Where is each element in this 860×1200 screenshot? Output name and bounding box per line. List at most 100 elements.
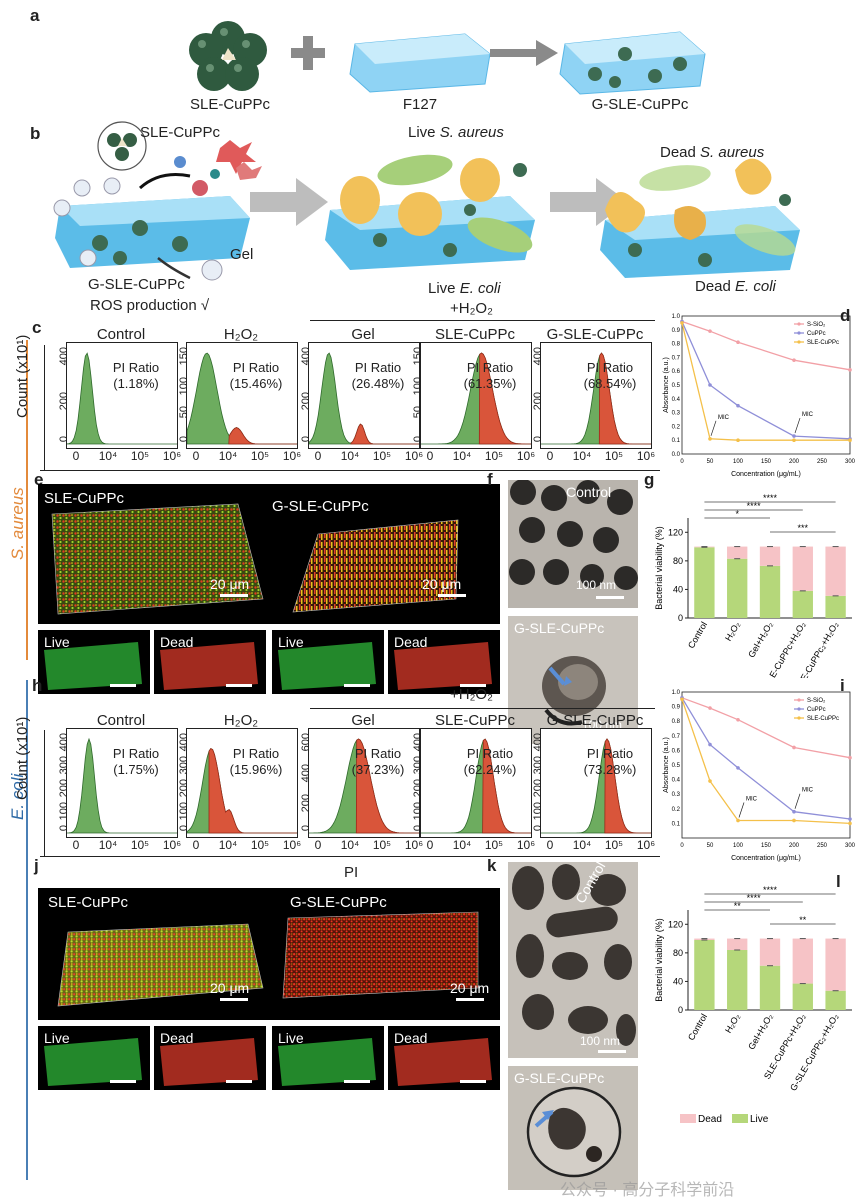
mic-label: MIC [746, 796, 758, 802]
category-label: Gel+H₂O₂ [746, 1012, 775, 1052]
mic-label: MIC [802, 788, 814, 794]
significance-stars: **** [763, 493, 778, 503]
legend-label: Live [750, 1114, 769, 1125]
y-tick-label: 150 [412, 347, 424, 366]
x-tick-label: 300 [845, 843, 856, 849]
thumbnail-label: Dead [394, 1030, 428, 1046]
data-point [680, 697, 684, 702]
thumbnail-signal [394, 642, 492, 690]
panel-letter-k: k [487, 856, 497, 875]
histogram-dead-area [208, 747, 297, 834]
bar-live [694, 547, 715, 618]
y-tick-label: 0.4 [672, 778, 681, 784]
y-tick-label: 400 [300, 763, 312, 783]
data-point [736, 766, 740, 770]
significance-stars: *** [798, 523, 809, 533]
big-arrow-icon-1 [250, 178, 328, 226]
thumbnail-svg [160, 1038, 258, 1086]
histogram-title: SLE-CuPPc [434, 326, 516, 343]
y-tick-label: 0.1 [672, 821, 681, 827]
y-tick-label: 300 [532, 756, 544, 775]
category-label: Control [686, 1012, 709, 1042]
y-tick-label: 400 [412, 733, 424, 752]
y-tick-label: 300 [58, 756, 70, 775]
panel-b-dead-s: Dead S. aureus [660, 144, 765, 161]
y-tick-label: 600 [300, 733, 312, 752]
side-bar-top [26, 340, 28, 660]
y-tick-label: 0.3 [672, 792, 681, 798]
histogram-plot [541, 352, 651, 445]
histogram-plot [66, 737, 177, 834]
panel-f-tem-treated: G-SLE-CuPPc 100 nm [508, 616, 638, 744]
panel-letter-b: b [30, 124, 41, 143]
fluorescence-thumbnail: Live [38, 1026, 150, 1090]
y-tick-label: 200 [412, 779, 424, 798]
panel-h-count-label: Count (x10¹) [14, 716, 31, 800]
panel-b-ros-label: ROS production √ [90, 297, 210, 314]
x-tick-label: 50 [707, 459, 714, 465]
y-tick-label: 200 [532, 391, 544, 410]
thumbnail-scalebar [460, 1080, 486, 1083]
panel-b-gel-label: Gel [230, 246, 254, 263]
data-point [708, 742, 712, 747]
x-tick-label: 10⁵ [130, 838, 150, 852]
x-tick-label: 50 [707, 843, 714, 849]
panel-b-gsle-label: G-SLE-CuPPc [88, 276, 185, 293]
y-axis-label: Absorbance (a.u.) [663, 737, 670, 793]
thumbnail-signal [160, 1038, 258, 1086]
mic-arrow [738, 802, 745, 818]
data-point [708, 706, 712, 710]
panel-e-scale-right: 20 μm [422, 576, 462, 592]
y-tick-label: 200 [300, 794, 312, 813]
panel-c-baseline [40, 470, 660, 471]
thumbnail-svg [394, 1038, 492, 1086]
y-tick-label: 200 [58, 779, 70, 798]
data-point [848, 368, 852, 372]
panel-b-dead-e: Dead E. coli [695, 278, 776, 295]
x-tick-label: 100 [733, 459, 744, 465]
thumbnail-signal [44, 642, 142, 690]
y-tick-label: 200 [300, 391, 312, 410]
bar-live [759, 965, 781, 1010]
pi-ratio-value: (26.48%) [351, 376, 405, 391]
y-axis-label: Absorbance (a.u.) [663, 357, 670, 413]
thumbnail-label: Dead [160, 634, 194, 650]
y-tick-label: 400 [532, 347, 544, 366]
panel-c-h2o2-header: +H₂O₂ [450, 300, 493, 317]
data-point [708, 383, 712, 387]
panel-e-3d-images: SLE-CuPPc G-SLE-CuPPc 20 μm 20 μm [38, 484, 500, 624]
sle-cuppc-cluster-illustration [189, 21, 267, 91]
histogram-live-area [66, 737, 177, 834]
y-tick-label: 80 [673, 556, 683, 566]
panel-b-live-s: Live S. aureus [408, 124, 504, 141]
thumbnail-svg [394, 642, 492, 690]
y-tick-label: 400 [58, 733, 70, 752]
thumbnail-scalebar [226, 684, 252, 687]
side-bar-bottom [26, 680, 28, 1180]
fluorescence-thumbnail: Live [38, 630, 150, 694]
legend-label: S-SiO₂ [807, 322, 826, 328]
panel-j-3d-svg [57, 911, 479, 1007]
y-tick-label: 0.6 [672, 369, 681, 375]
panel-e-right-title: G-SLE-CuPPc [272, 498, 369, 515]
x-tick-label: 10⁴ [572, 449, 592, 463]
histogram-box [308, 728, 420, 838]
histogram-box [186, 342, 298, 449]
histogram-title: G-SLE-CuPPc [546, 712, 644, 729]
mic-arrow [794, 417, 801, 434]
histogram-box [420, 728, 532, 838]
y-tick-label: 300 [178, 756, 190, 775]
y-axis-label: Bacterial viability (%) [654, 918, 664, 1002]
x-tick-label: 250 [817, 459, 828, 465]
histogram-dead-area [598, 352, 651, 445]
thumbnail-svg [278, 1038, 376, 1086]
y-tick-label: 0.4 [672, 397, 681, 403]
pi-ratio-value: (15.46%) [229, 376, 283, 391]
histogram-box [540, 342, 652, 449]
ros-production-illustration [53, 121, 262, 281]
histogram-title: Gel [351, 712, 375, 729]
pi-ratio-label: PI Ratio [354, 360, 402, 375]
panel-c-left-line [44, 345, 45, 470]
panel-k-scalebar-top [598, 1050, 626, 1053]
y-tick-label: 100 [532, 802, 544, 821]
